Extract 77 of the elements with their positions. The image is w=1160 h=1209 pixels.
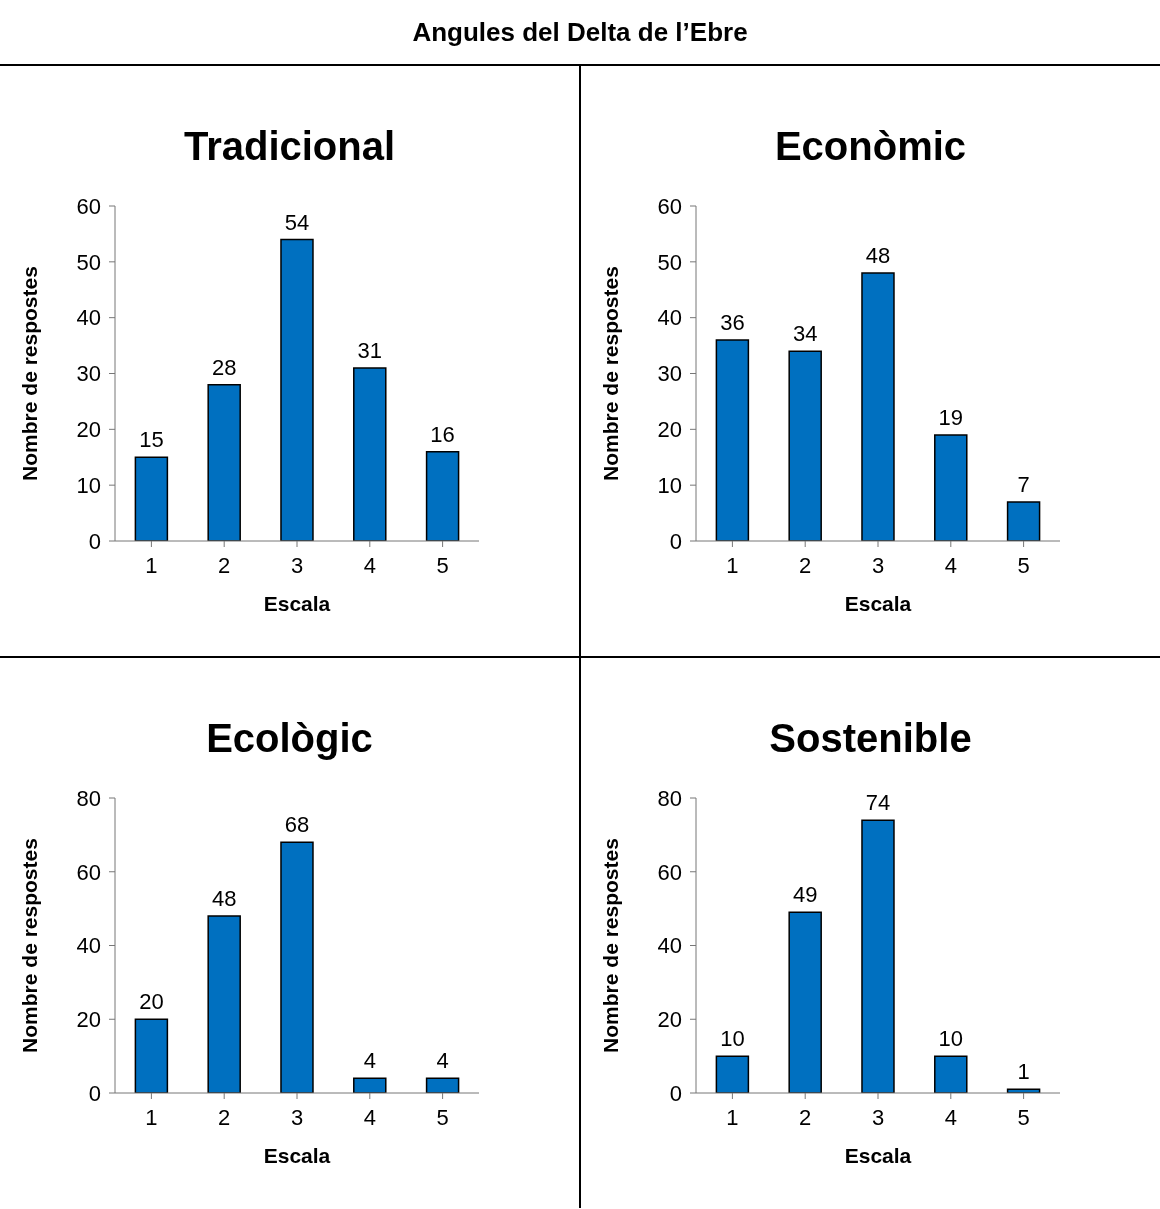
data-label: 7	[1017, 471, 1030, 497]
x-tick-label: 3	[871, 1104, 885, 1130]
y-tick-label: 80	[657, 785, 682, 811]
data-label: 54	[284, 209, 310, 235]
x-axis-title: Escala	[844, 592, 912, 615]
y-tick-label: 80	[76, 785, 101, 811]
chart-title: Tradicional	[182, 123, 397, 170]
data-label: 10	[720, 1026, 745, 1052]
x-tick-label: 1	[726, 1104, 739, 1130]
y-tick-label: 30	[76, 361, 101, 387]
y-axis-title: Nombre de respostes	[18, 266, 42, 481]
data-label: 36	[720, 310, 745, 335]
y-tick-label: 0	[669, 1080, 682, 1106]
x-axis-title: Escala	[844, 1144, 912, 1167]
data-label: 68	[284, 812, 310, 838]
data-label: 15	[139, 427, 164, 453]
data-label: 48	[211, 886, 237, 911]
x-tick-label: 1	[726, 552, 739, 578]
data-label: 4	[363, 1048, 376, 1074]
text: Angules del Delta de l’Ebre	[0, 0, 1160, 66]
x-axis-title: Escala	[263, 1144, 331, 1167]
y-tick-label: 20	[657, 417, 682, 443]
x-tick-label: 4	[944, 552, 957, 578]
y-tick-label: 20	[76, 1007, 101, 1033]
y-axis-title: Nombre de respostes	[599, 266, 623, 481]
chart-title: Econòmic	[773, 123, 968, 170]
x-tick-label: 2	[218, 552, 231, 578]
y-tick-label: 60	[657, 859, 682, 885]
y-tick-label: 50	[657, 249, 682, 275]
y-tick-label: 0	[669, 528, 682, 554]
y-axis-title: Nombre de respostes	[599, 838, 623, 1053]
data-label: 28	[211, 354, 237, 380]
x-tick-label: 4	[363, 1104, 376, 1130]
y-tick-label: 0	[88, 1080, 101, 1106]
y-tick-label: 40	[76, 305, 101, 331]
data-label: 1	[1017, 1059, 1030, 1085]
y-tick-label: 20	[76, 417, 101, 443]
x-tick-label: 3	[290, 552, 304, 578]
y-tick-label: 60	[657, 193, 682, 219]
data-label: 31	[357, 337, 383, 363]
y-axis-title: Nombre de respostes	[18, 838, 42, 1053]
x-tick-label: 4	[363, 552, 376, 578]
x-tick-label: 3	[290, 1104, 304, 1130]
x-tick-label: 1	[145, 552, 158, 578]
data-label: 74	[865, 790, 891, 816]
x-tick-label: 4	[944, 1104, 957, 1130]
y-tick-label: 10	[76, 472, 101, 498]
data-label: 48	[865, 243, 891, 268]
x-axis-title: Escala	[263, 592, 331, 615]
x-tick-label: 1	[145, 1104, 158, 1130]
x-tick-label: 2	[799, 1104, 812, 1130]
data-label: 16	[430, 421, 455, 447]
data-label: 20	[139, 989, 164, 1015]
y-tick-label: 50	[76, 249, 101, 275]
data-label: 34	[792, 321, 818, 347]
x-tick-label: 2	[218, 1104, 231, 1130]
data-label: 19	[938, 404, 964, 430]
y-tick-label: 10	[657, 472, 682, 498]
chart-title: Ecològic	[205, 715, 374, 762]
data-label: 49	[792, 882, 818, 908]
y-tick-label: 40	[76, 933, 101, 959]
y-tick-label: 30	[657, 361, 682, 387]
y-tick-label: 40	[657, 305, 682, 331]
x-tick-label: 5	[436, 552, 449, 578]
chart-title: Sostenible	[768, 715, 973, 762]
y-tick-label: 40	[657, 933, 682, 959]
y-tick-label: 60	[76, 193, 101, 219]
y-tick-label: 0	[88, 528, 101, 554]
data-label: 10	[938, 1026, 964, 1052]
y-tick-label: 60	[76, 859, 101, 885]
x-tick-label: 5	[1017, 552, 1030, 578]
x-tick-label: 2	[799, 552, 812, 578]
data-label: 4	[436, 1048, 449, 1074]
x-tick-label: 5	[1017, 1104, 1030, 1130]
x-tick-label: 5	[436, 1104, 449, 1130]
y-tick-label: 20	[657, 1007, 682, 1033]
x-tick-label: 3	[871, 552, 885, 578]
